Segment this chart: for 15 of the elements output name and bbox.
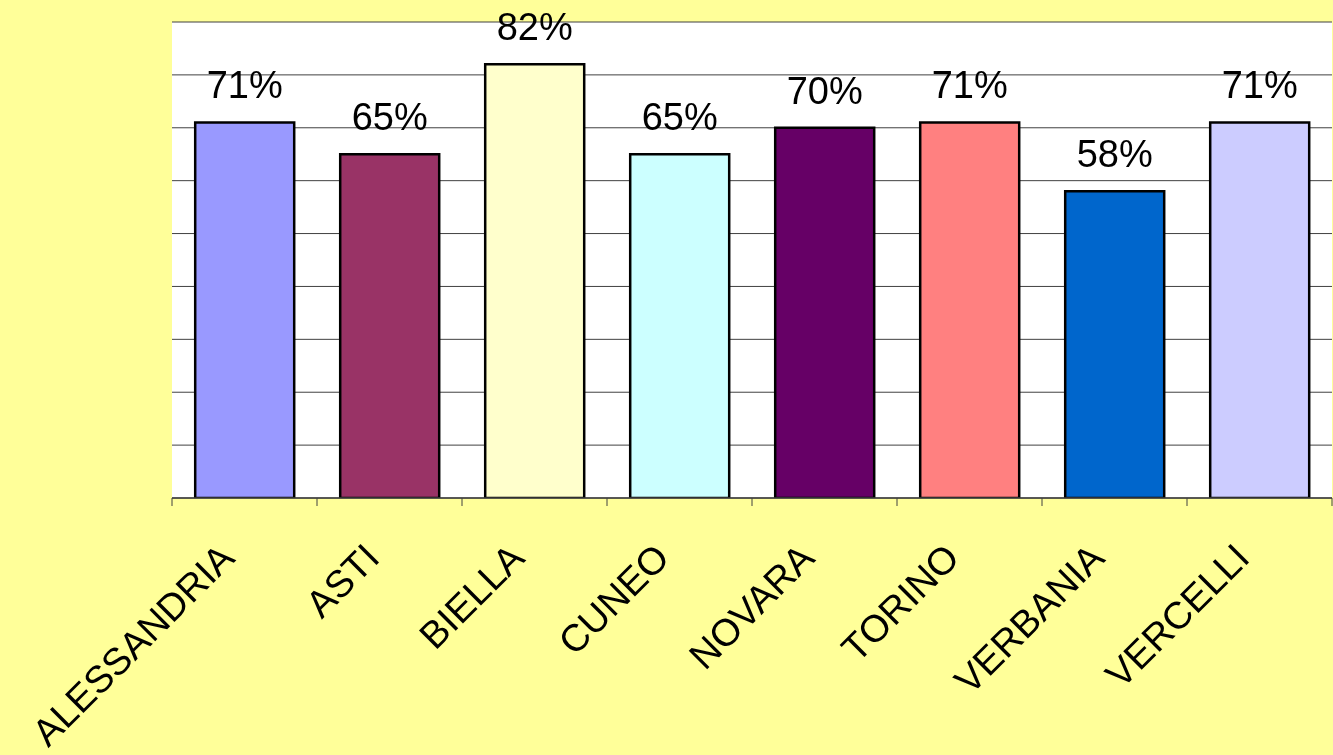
bar [338,152,441,498]
data-label: 65% [641,96,718,139]
bar [773,126,876,498]
bar [628,152,731,498]
data-label: 71% [206,64,283,107]
data-label: 70% [786,69,863,112]
bar [918,121,1021,498]
bar [483,63,586,498]
data-label: 65% [351,96,428,139]
data-label: 71% [931,64,1008,107]
bar [1063,189,1166,498]
data-label: 58% [1076,133,1153,176]
bar [193,121,296,498]
data-label: 71% [1221,64,1298,107]
bar [1208,121,1311,498]
